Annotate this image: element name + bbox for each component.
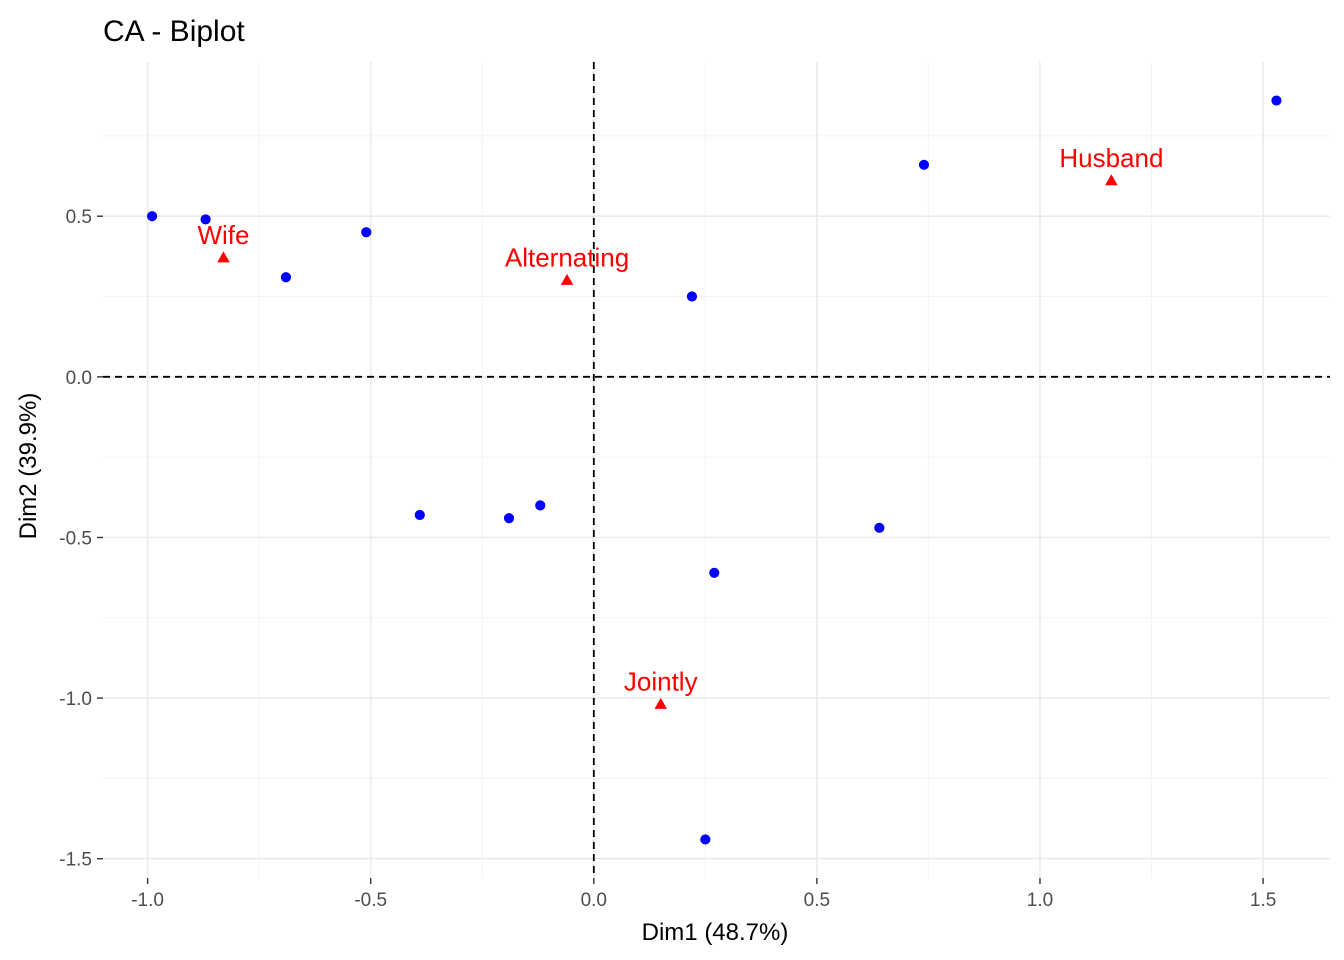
- y-tick-label: 0.5: [66, 207, 92, 228]
- y-axis-title: Dim2 (39.9%): [15, 393, 42, 540]
- row-point: [280, 272, 292, 283]
- x-tick-label: -0.5: [354, 890, 387, 911]
- row-point: [918, 159, 930, 170]
- column-point-label: Wife: [197, 220, 249, 250]
- y-tick-label: -1.0: [59, 689, 92, 710]
- x-tick-label: 1.5: [1250, 890, 1276, 911]
- axis-ticks: -1.0 -0.5 0.0 0.5 1.0 1.5 -1.5 -1.0 -0.5 0.0 0.5: [59, 207, 1276, 911]
- row-point: [686, 291, 698, 302]
- row-point: [535, 500, 546, 511]
- data-points: Wife Alternating Husband Jointly: [146, 95, 1282, 845]
- column-point-triangle: [217, 251, 230, 263]
- chart-title: CA - Biplot: [103, 15, 245, 48]
- row-point: [503, 513, 515, 524]
- row-point: [361, 227, 372, 238]
- y-tick-label: -1.5: [59, 850, 92, 871]
- row-point: [414, 509, 425, 521]
- x-tick-label: 0.0: [581, 890, 607, 911]
- reference-lines: [103, 62, 1330, 878]
- x-axis-title: Dim1 (48.7%): [642, 919, 789, 946]
- row-point: [700, 834, 711, 845]
- grid-layer: [103, 62, 1330, 878]
- x-tick-label: -1.0: [131, 890, 164, 911]
- row-point: [200, 214, 211, 225]
- row-point: [146, 211, 158, 222]
- row-point: [1271, 95, 1282, 106]
- x-tick-label: 1.0: [1027, 890, 1053, 911]
- y-tick-label: 0.0: [66, 368, 92, 389]
- column-point-label: Jointly: [624, 667, 698, 697]
- column-point-triangle: [560, 273, 574, 285]
- row-point: [709, 567, 720, 578]
- column-point-label: Alternating: [505, 242, 629, 272]
- row-point: [874, 522, 885, 533]
- column-point-triangle: [1105, 174, 1118, 186]
- x-tick-label: 0.5: [804, 890, 830, 911]
- y-tick-label: -0.5: [59, 528, 92, 549]
- column-point-triangle: [654, 697, 667, 709]
- column-point-label: Husband: [1059, 143, 1163, 173]
